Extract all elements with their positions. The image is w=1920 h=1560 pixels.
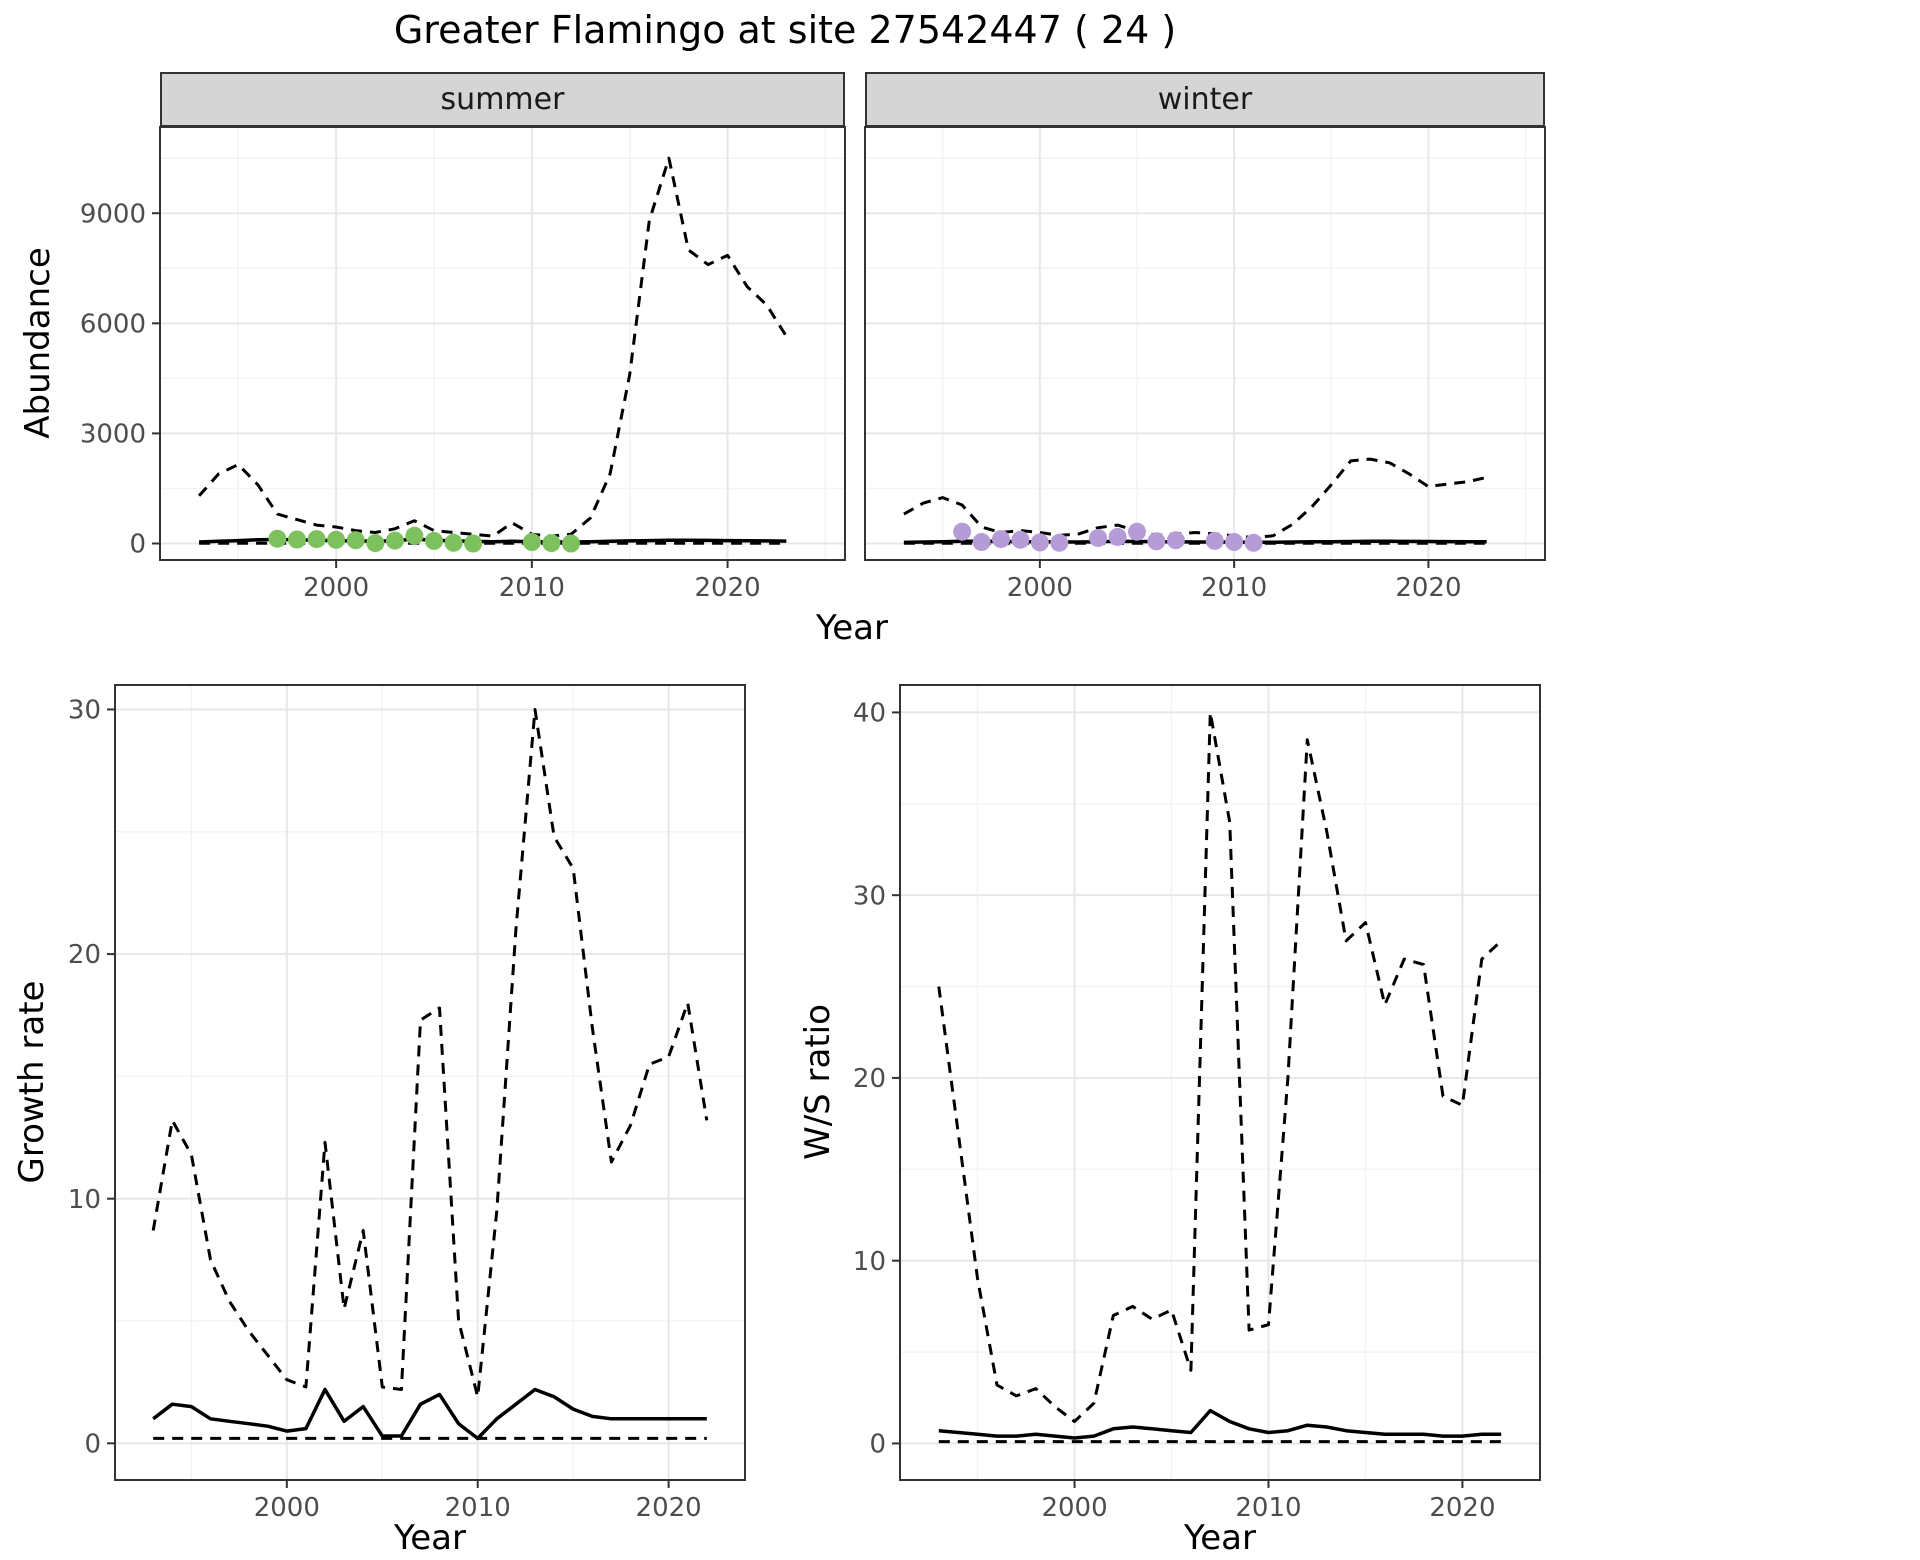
panel-abundance-winter: 2000 2010 2020 [864, 126, 1546, 603]
y-tick-label: 40 [853, 699, 886, 729]
abundance-summer-observation-point [307, 530, 326, 549]
x-tick-label: 2010 [1235, 1493, 1301, 1523]
y-tick-label: 30 [853, 881, 886, 911]
abundance-winter-observation-point [1147, 532, 1166, 551]
panel-background [160, 127, 845, 560]
abundance-winter-observation-point [1205, 531, 1224, 550]
y-tick-label: 10 [68, 1185, 101, 1215]
abundance-summer-observed_points [268, 526, 580, 553]
y-tick-label: 20 [853, 1064, 886, 1094]
panel-background [865, 127, 1545, 560]
y-axis-label-abundance: Abundance [18, 247, 58, 439]
growth-rate-upper_dashed [151, 708, 709, 1399]
x-tick-label: 2020 [1429, 1493, 1495, 1523]
plot-title: Greater Flamingo at site 27542447 ( 24 ) [393, 8, 1177, 52]
y-tick-label: 30 [68, 696, 101, 726]
y-tick-label: 0 [129, 530, 146, 560]
x-tick-label: 2000 [1007, 573, 1073, 603]
abundance-summer-observation-point [522, 533, 541, 551]
axis-ticks: 2000 2010 2020 [1007, 560, 1462, 603]
abundance-summer-observation-point [405, 526, 424, 545]
gridlines [115, 685, 745, 1480]
panel-abundance-summer: 2000 2010 2020 0 3000 6000 9000 [80, 126, 846, 603]
y-tick-label: 0 [84, 1429, 101, 1459]
y-tick-label: 10 [853, 1247, 886, 1277]
x-tick-label: 2000 [303, 573, 369, 603]
x-axis-label-growth-rate: Year [394, 1518, 466, 1558]
x-tick-label: 2010 [445, 1493, 511, 1523]
y-tick-label: 3000 [80, 420, 146, 450]
panel-border [114, 684, 746, 1481]
abundance-winter-observation-point [992, 530, 1010, 549]
facet-strip-summer: summer [160, 72, 845, 127]
abundance-winter-observed_points [953, 522, 1263, 552]
abundance-summer-upper_dashed [197, 156, 788, 538]
y-tick-label: 0 [869, 1430, 886, 1460]
x-tick-label: 2000 [254, 1493, 320, 1523]
panel-background [900, 685, 1540, 1480]
x-tick-label: 2010 [1201, 573, 1267, 603]
abundance-winter-observation-point [1225, 533, 1244, 551]
ws-ratio-upper_dashed [937, 710, 1503, 1423]
abundance-summer-observation-point [366, 534, 385, 553]
y-axis-label-growth-rate: Growth rate [12, 980, 52, 1184]
panel-border [864, 126, 1546, 561]
panel-border [899, 684, 1541, 1481]
abundance-winter-upper_dashed [903, 457, 1488, 540]
y-tick-label: 20 [68, 940, 101, 970]
panel-border [159, 126, 846, 561]
abundance-summer-observation-point [425, 531, 443, 550]
abundance-summer-observation-point [542, 534, 561, 553]
facet-strip-winter-label: winter [1157, 82, 1253, 117]
abundance-winter-observation-point [1166, 531, 1185, 550]
abundance-winter-observation-point [1128, 522, 1146, 541]
facet-strip-winter: winter [865, 72, 1545, 127]
abundance-winter-observation-point [972, 533, 991, 551]
x-axis-label-ws-ratio: Year [1184, 1518, 1256, 1558]
x-axis-label-top: Year [816, 608, 888, 648]
axis-ticks: 2000 2010 2020 0 10 20 30 [68, 696, 702, 1523]
abundance-summer-observation-point [327, 530, 346, 549]
abundance-summer-observation-point [464, 534, 483, 553]
abundance-summer-observation-point [346, 531, 365, 550]
abundance-summer-observation-point [268, 529, 287, 548]
x-tick-label: 2000 [1041, 1493, 1107, 1523]
axis-ticks: 2000 2010 2020 0 3000 6000 9000 [80, 199, 761, 603]
x-tick-label: 2020 [694, 573, 760, 603]
x-tick-label: 2020 [636, 1493, 702, 1523]
facet-strip-summer-label: summer [440, 82, 565, 117]
abundance-winter-observation-point [1244, 533, 1263, 552]
panel-growth-rate: 2000 2010 2020 0 10 20 30 [68, 684, 746, 1523]
ws-ratio-estimate_solid [938, 1408, 1502, 1440]
abundance-winter-observation-point [1011, 530, 1030, 549]
abundance-winter-observation-point [953, 522, 972, 541]
axis-ticks: 2000 2010 2020 0 10 20 30 40 [853, 699, 1496, 1523]
y-tick-label: 6000 [80, 309, 146, 339]
abundance-winter-observation-point [1050, 533, 1069, 552]
abundance-summer-observation-point [562, 534, 580, 553]
y-axis-label-ws-ratio: W/S ratio [798, 1004, 838, 1160]
y-tick-label: 9000 [80, 199, 146, 229]
abundance-summer-observation-point [288, 530, 306, 549]
x-tick-label: 2020 [1395, 573, 1461, 603]
abundance-winter-observation-point [1108, 527, 1127, 546]
panel-background [115, 685, 745, 1480]
abundance-winter-observation-point [1030, 533, 1049, 552]
x-tick-label: 2010 [499, 573, 565, 603]
abundance-summer-observation-point [444, 533, 463, 552]
panel-ws-ratio: 2000 2010 2020 0 10 20 30 40 [853, 684, 1541, 1523]
growth-rate-estimate_solid [152, 1387, 707, 1441]
gridlines [865, 127, 1545, 560]
abundance-summer-observation-point [385, 531, 404, 550]
abundance-winter-observation-point [1089, 529, 1108, 547]
gridlines [900, 685, 1540, 1480]
